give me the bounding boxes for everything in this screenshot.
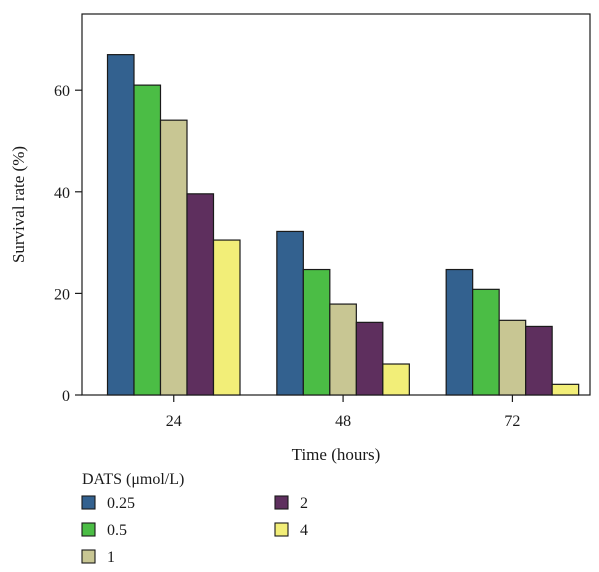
bar-48-2 [355, 321, 384, 396]
legend-title: DATS (μmol/L) [82, 471, 184, 488]
bar-24-0.5 [133, 84, 162, 396]
bar-48-1 [329, 303, 357, 396]
legend-item-1: 1 [107, 549, 115, 566]
legend-item-2: 2 [300, 495, 308, 512]
bar-24-0.25 [106, 54, 135, 396]
y-tick-label: 40 [54, 185, 70, 202]
bar-72-2 [525, 325, 553, 396]
bar-24-1 [159, 119, 188, 396]
legend-swatch-2 [274, 495, 289, 510]
bar-72-4 [551, 383, 580, 396]
x-axis-title: Time (hours) [292, 445, 381, 464]
legend: DATS (μmol/L) 0.25 0.5 1 2 4 [81, 471, 308, 566]
y-axis-title: Survival rate (%) [9, 146, 28, 263]
x-tick-label: 24 [166, 413, 182, 430]
legend-swatch-0.5 [81, 522, 96, 537]
x-tick-label: 72 [504, 413, 520, 430]
legend-swatch-0.25 [81, 495, 96, 510]
legend-item-0.25: 0.25 [107, 495, 135, 512]
y-tick-label: 60 [54, 83, 70, 100]
bar-48-0.5 [302, 268, 331, 396]
legend-item-0.5: 0.5 [107, 522, 127, 539]
bar-48-4 [382, 363, 410, 396]
legend-swatch-1 [81, 549, 96, 564]
legend-item-4: 4 [300, 522, 308, 539]
y-tick-label: 20 [54, 286, 70, 303]
x-tick-label: 48 [335, 413, 351, 430]
bar-72-0.25 [445, 268, 474, 396]
bar-72-0.5 [472, 288, 500, 396]
bar-72-1 [498, 319, 527, 396]
bar-48-0.25 [276, 230, 304, 396]
bars-group [106, 54, 580, 396]
legend-swatch-4 [274, 522, 289, 537]
x-axis: 24 48 72 [166, 395, 520, 430]
y-tick-label: 0 [62, 388, 70, 405]
y-axis: 0 20 40 60 [54, 83, 82, 405]
bar-24-2 [186, 193, 215, 396]
bar-24-4 [212, 239, 241, 396]
